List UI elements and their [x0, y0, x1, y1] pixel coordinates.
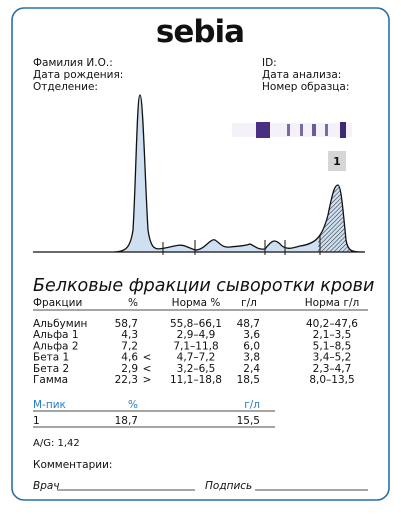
- column-header: г/л: [241, 297, 257, 309]
- norm-percent: 55,8–66,1: [170, 318, 222, 330]
- percent: 2,9: [121, 363, 138, 375]
- norm-gl: 2,1–3,5: [313, 329, 352, 341]
- norm-gl: 8,0–13,5: [309, 374, 354, 386]
- comments: Комментарии:: [33, 459, 112, 471]
- gl: 18,5: [237, 374, 260, 386]
- norm-gl: 2,3–4,7: [313, 363, 352, 375]
- doctor: Врач: [33, 480, 60, 492]
- gl: 2,4: [243, 363, 260, 375]
- norm-percent: 3,2–6,5: [177, 363, 216, 375]
- m-peak-header: %: [128, 399, 138, 411]
- norm-percent: 4,7–7,2: [177, 352, 216, 364]
- fraction-name: Гамма: [33, 374, 68, 386]
- m-peak-value: 18,7: [115, 415, 138, 427]
- norm-gl: 5,1–8,5: [313, 340, 352, 352]
- field-label: ID:: [262, 57, 277, 69]
- field-label: Отделение:: [33, 81, 98, 93]
- flag: >: [143, 374, 152, 386]
- m-peak-value: 15,5: [237, 415, 260, 427]
- gl: 3,8: [243, 352, 260, 364]
- column-header: Норма %: [172, 297, 221, 309]
- fraction-name: Бета 1: [33, 352, 69, 364]
- gl: 48,7: [237, 318, 260, 330]
- logo: sebia: [156, 14, 244, 50]
- norm-percent: 7,1–11,8: [173, 340, 218, 352]
- norm-gl: 40,2–47,6: [306, 318, 358, 330]
- percent: 22,3: [115, 374, 138, 386]
- fraction-name: Альфа 1: [33, 329, 79, 341]
- report: sebia 1 Белковые фракции сыворотки крови…: [0, 0, 401, 510]
- fraction-name: Альбумин: [33, 318, 87, 330]
- flag: <: [143, 352, 152, 364]
- field-label: Дата анализа:: [262, 69, 341, 81]
- title: Белковые фракции сыворотки крови: [33, 276, 374, 296]
- flag: <: [143, 363, 152, 375]
- m-peak-value: 1: [33, 415, 40, 427]
- m-peak-header: г/л: [244, 399, 260, 411]
- percent: 4,6: [121, 352, 138, 364]
- fraction-name: Альфа 2: [33, 340, 79, 352]
- m-peak-header: М-пик: [33, 399, 66, 411]
- norm-percent: 11,1–18,8: [170, 374, 222, 386]
- fraction-name: Бета 2: [33, 363, 69, 375]
- peak-marker: 1: [333, 155, 341, 168]
- column-header: Фракции: [33, 297, 82, 309]
- percent: 7,2: [121, 340, 138, 352]
- field-label: Дата рождения:: [33, 69, 123, 81]
- field-label: Фамилия И.О.:: [33, 57, 113, 69]
- norm-percent: 2,9–4,9: [177, 329, 216, 341]
- gl: 3,6: [243, 329, 260, 341]
- column-header: Норма г/л: [305, 297, 359, 309]
- percent: 58,7: [115, 318, 138, 330]
- percent: 4,3: [121, 329, 138, 341]
- gl: 6,0: [243, 340, 260, 352]
- column-header: %: [128, 297, 138, 309]
- field-label: Номер образца:: [262, 81, 349, 93]
- signature: Подпись: [205, 480, 252, 492]
- gel-band: [232, 122, 352, 138]
- ag-ratio: A/G: 1,42: [33, 438, 80, 449]
- norm-gl: 3,4–5,2: [313, 352, 352, 364]
